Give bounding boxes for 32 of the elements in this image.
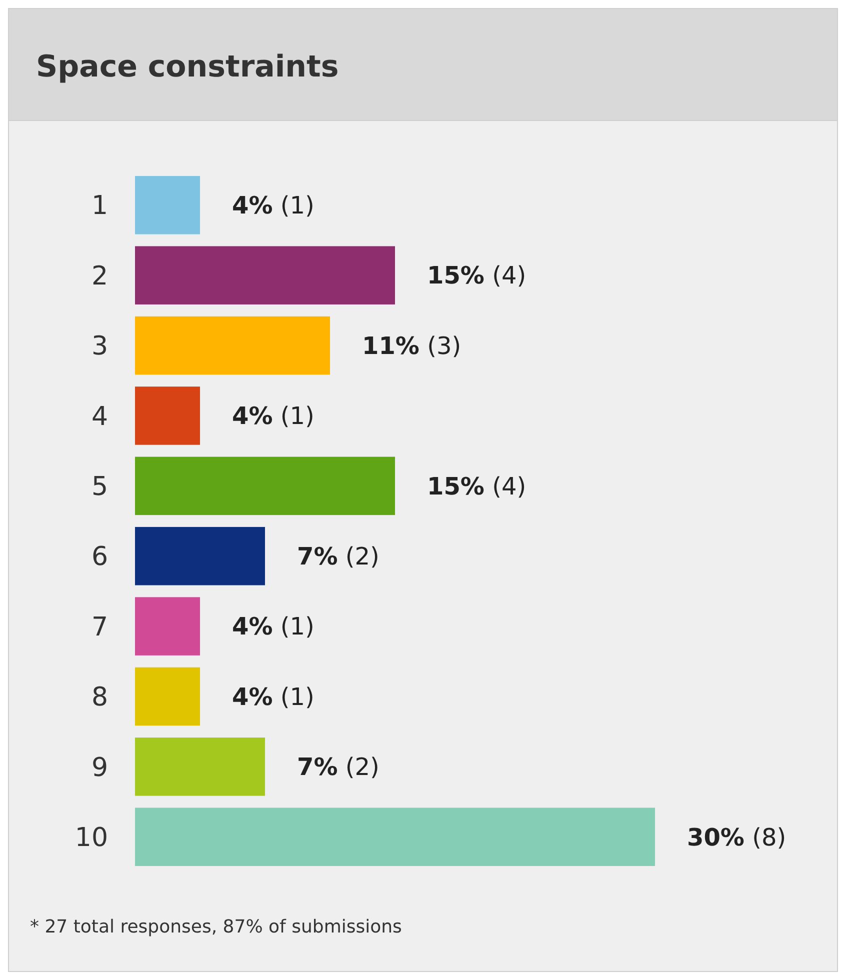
y-tick-label: 10: [74, 822, 108, 853]
bar: [135, 597, 200, 656]
y-tick-label: 2: [91, 261, 108, 292]
bar: [135, 176, 200, 234]
bar: [135, 386, 200, 445]
text: * 27 total responses, 87% of submissions: [30, 916, 402, 938]
data-label: 30% (8): [687, 823, 786, 852]
y-tick-label: 9: [91, 752, 108, 783]
y-tick-label: 3: [91, 332, 108, 362]
bar: [135, 667, 200, 726]
data-label: 15% (4): [427, 472, 526, 500]
y-tick-label: 4: [91, 402, 108, 432]
data-label: 11% (3): [362, 332, 462, 360]
y-tick-label: 5: [91, 472, 108, 502]
bar: [135, 526, 265, 586]
bar: [135, 246, 395, 304]
data-label: 7% (2): [297, 753, 380, 782]
y-tick-label: 7: [91, 612, 108, 642]
bar: [135, 456, 395, 516]
bar: [135, 808, 655, 866]
data-label: 15% (4): [427, 262, 526, 290]
y-tick-label: 1: [91, 191, 108, 222]
y-tick-label: 8: [91, 682, 108, 713]
data-label: 4% (1): [232, 612, 314, 641]
bar: [135, 738, 265, 796]
data-label: 7% (2): [297, 542, 380, 570]
data-label: 4% (1): [232, 192, 314, 220]
bar: [135, 316, 330, 375]
chart-title: Space constraints: [36, 50, 339, 84]
data-label: 4% (1): [232, 682, 314, 711]
data-label: 4% (1): [232, 402, 314, 430]
y-tick-label: 6: [91, 542, 108, 572]
